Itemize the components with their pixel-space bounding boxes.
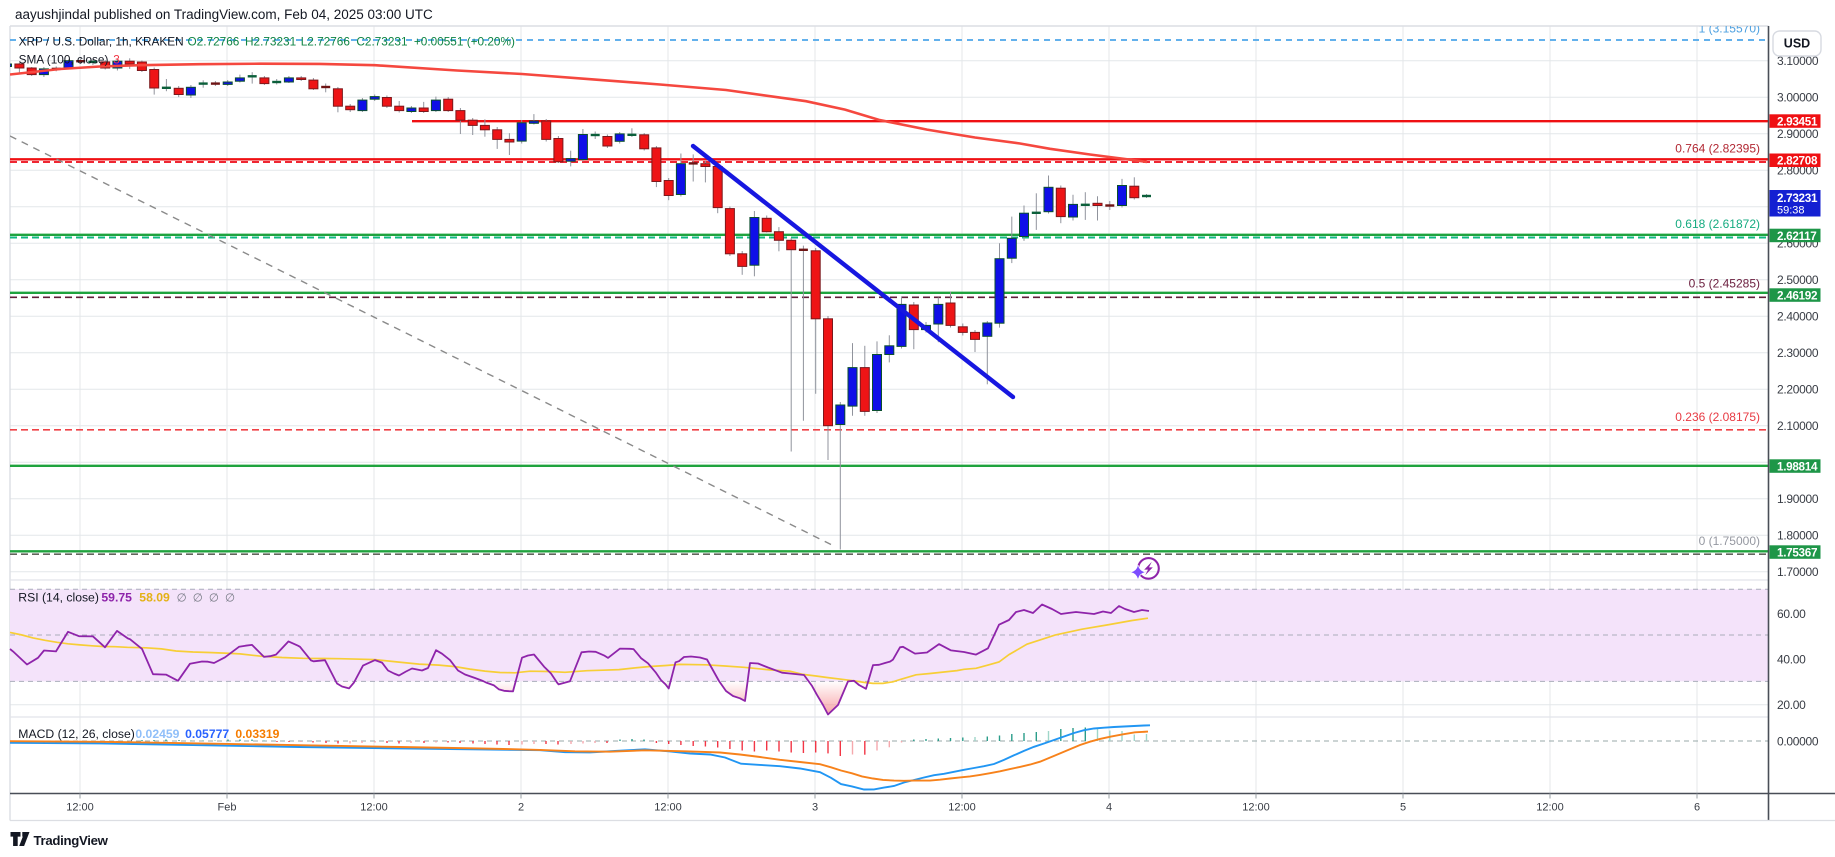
svg-text:58.09: 58.09 (139, 591, 170, 605)
svg-text:2.82708: 2.82708 (1777, 155, 1818, 168)
svg-text:2.90000: 2.90000 (1777, 127, 1819, 141)
svg-text:0.236 (2.08175): 0.236 (2.08175) (1675, 410, 1760, 424)
svg-text:2.10000: 2.10000 (1777, 419, 1819, 433)
svg-text:2.93451: 2.93451 (1777, 116, 1818, 129)
svg-text:0.00000: 0.00000 (1777, 734, 1819, 748)
svg-text:RSI (14, close): RSI (14, close) (18, 591, 99, 605)
svg-text:12:00: 12:00 (1242, 802, 1270, 814)
svg-text:2.62117: 2.62117 (1777, 230, 1817, 243)
svg-text:12:00: 12:00 (66, 802, 94, 814)
svg-text:60.00: 60.00 (1777, 607, 1806, 621)
svg-text:0.03319: 0.03319 (235, 727, 279, 741)
svg-text:O2.72766: O2.72766 (188, 35, 240, 49)
svg-text:6: 6 (1694, 802, 1700, 814)
svg-text:5: 5 (1400, 802, 1406, 814)
svg-text:H2.73231: H2.73231 (245, 35, 296, 49)
svg-text:12:00: 12:00 (948, 802, 976, 814)
svg-text:XRP / U.S. Dollar, 1h, KRAKEN: XRP / U.S. Dollar, 1h, KRAKEN (19, 35, 184, 49)
svg-text:Feb: Feb (218, 802, 237, 814)
svg-text:3: 3 (113, 53, 120, 67)
svg-text:1.75367: 1.75367 (1777, 546, 1817, 559)
svg-text:12:00: 12:00 (1536, 802, 1564, 814)
svg-text:2.50000: 2.50000 (1777, 273, 1819, 287)
svg-text:0.02459: 0.02459 (135, 727, 179, 741)
svg-text:aayushjindal published on Trad: aayushjindal published on TradingView.co… (15, 7, 433, 22)
svg-text:40.00: 40.00 (1777, 653, 1806, 667)
svg-text:0.764 (2.82395): 0.764 (2.82395) (1675, 141, 1760, 155)
svg-text:1.70000: 1.70000 (1777, 565, 1819, 579)
svg-text:0.5 (2.45285): 0.5 (2.45285) (1689, 277, 1760, 291)
svg-text:59.75: 59.75 (101, 591, 132, 605)
svg-text:SMA (100, close): SMA (100, close) (19, 53, 109, 67)
svg-text:MACD (12, 26, close): MACD (12, 26, close) (18, 727, 135, 741)
svg-text:1.90000: 1.90000 (1777, 492, 1819, 506)
svg-text:∅ ∅ ∅ ∅: ∅ ∅ ∅ ∅ (177, 593, 235, 605)
svg-text:2.73231: 2.73231 (1777, 192, 1818, 205)
svg-text:59:38: 59:38 (1777, 205, 1805, 217)
svg-text:2.20000: 2.20000 (1777, 383, 1819, 397)
svg-text:2.80000: 2.80000 (1777, 164, 1819, 178)
svg-text:1.80000: 1.80000 (1777, 529, 1819, 543)
svg-text:+0.00551 (+0.20%): +0.00551 (+0.20%) (414, 35, 515, 49)
svg-text:L2.72766: L2.72766 (301, 35, 351, 49)
svg-text:12:00: 12:00 (360, 802, 388, 814)
svg-text:3: 3 (812, 802, 818, 814)
svg-text:USD: USD (1784, 37, 1810, 51)
svg-text:1.98814: 1.98814 (1777, 460, 1818, 473)
svg-text:1 (3.15570): 1 (3.15570) (1699, 22, 1760, 36)
svg-text:2.30000: 2.30000 (1777, 346, 1819, 360)
svg-text:0.618 (2.61872): 0.618 (2.61872) (1675, 217, 1760, 231)
svg-text:2.40000: 2.40000 (1777, 310, 1819, 324)
svg-text:0 (1.75000): 0 (1.75000) (1699, 534, 1760, 548)
svg-text:C2.73231: C2.73231 (356, 35, 407, 49)
svg-text:20.00: 20.00 (1777, 698, 1806, 712)
svg-text:TradingView: TradingView (34, 833, 109, 848)
svg-text:2.46192: 2.46192 (1777, 289, 1818, 302)
svg-text:3.10000: 3.10000 (1777, 54, 1819, 68)
svg-text:2: 2 (518, 802, 524, 814)
svg-text:3.00000: 3.00000 (1777, 91, 1819, 105)
svg-text:0.05777: 0.05777 (185, 727, 229, 741)
svg-text:12:00: 12:00 (654, 802, 682, 814)
svg-text:4: 4 (1106, 802, 1112, 814)
